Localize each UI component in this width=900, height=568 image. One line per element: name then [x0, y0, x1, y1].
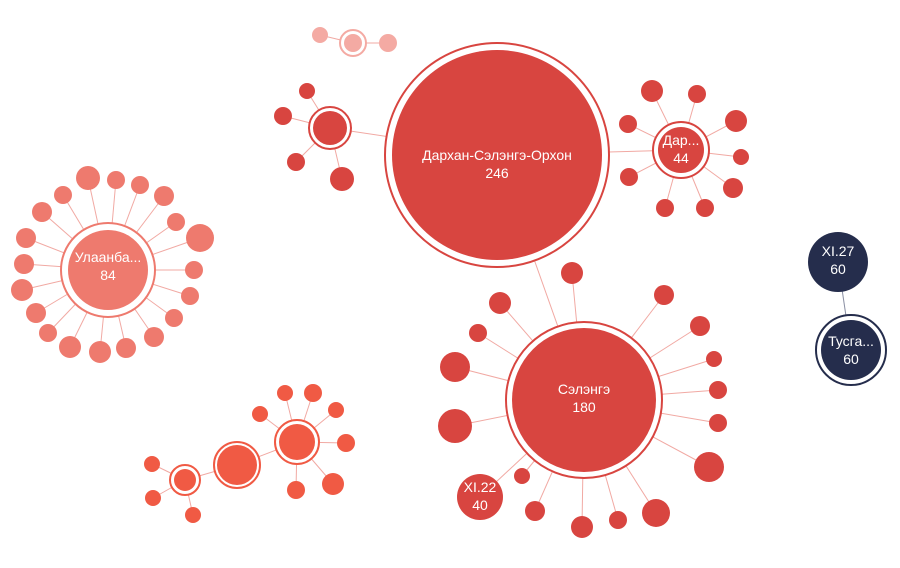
node-label-ulaanbaatar: Улаанба... — [75, 249, 142, 265]
node-label-tusga: Тусга... — [828, 333, 874, 349]
ulaanbaatar-leaf — [26, 303, 46, 323]
ulaanbaatar-leaf — [76, 166, 100, 190]
selenge-leaf — [654, 285, 674, 305]
ulaanbaatar-leaf — [181, 287, 199, 305]
chain-left-leaf — [185, 507, 201, 523]
selenge-leaf — [709, 381, 727, 399]
small-cluster-leaf — [274, 107, 292, 125]
chain-right-leaf — [252, 406, 268, 422]
dar-leaf — [620, 168, 638, 186]
node-small-top — [344, 34, 362, 52]
dar-leaf — [733, 149, 749, 165]
node-xi27 — [808, 232, 868, 292]
small-cluster-leaf — [287, 153, 305, 171]
selenge-leaf — [709, 414, 727, 432]
selenge-leaf — [571, 516, 593, 538]
dar-leaf — [696, 199, 714, 217]
ulaanbaatar-leaf — [185, 261, 203, 279]
node-ulaanbaatar — [68, 230, 148, 310]
ulaanbaatar-leaf — [186, 224, 214, 252]
node-xi22 — [457, 474, 503, 520]
chain-right-leaf — [328, 402, 344, 418]
ulaanbaatar-leaf — [39, 324, 57, 342]
dar-leaf — [723, 178, 743, 198]
node-label-selenge: Сэлэнгэ — [558, 381, 610, 397]
ulaanbaatar-leaf — [167, 213, 185, 231]
node-darkhan-selenge-orkhon — [392, 50, 602, 260]
dar-leaf — [619, 115, 637, 133]
ulaanbaatar-leaf — [116, 338, 136, 358]
ulaanbaatar-leaf — [59, 336, 81, 358]
chain-right-leaf — [277, 385, 293, 401]
node-dar — [658, 127, 704, 173]
chain-right-leaf — [304, 384, 322, 402]
node-value-dar: 44 — [673, 150, 689, 166]
ulaanbaatar-leaf — [16, 228, 36, 248]
selenge-leaf — [642, 499, 670, 527]
node-chain-right — [279, 424, 315, 460]
ulaanbaatar-leaf — [89, 341, 111, 363]
selenge-leaf — [438, 409, 472, 443]
selenge-leaf — [469, 324, 487, 342]
small-cluster-leaf — [330, 167, 354, 191]
node-selenge — [512, 328, 656, 472]
node-label-darkhan-selenge-orkhon: Дархан-Сэлэнгэ-Орхон — [422, 147, 572, 163]
ulaanbaatar-leaf — [165, 309, 183, 327]
ulaanbaatar-leaf — [144, 327, 164, 347]
ulaanbaatar-leaf — [131, 176, 149, 194]
ulaanbaatar-leaf — [54, 186, 72, 204]
node-value-tusga: 60 — [843, 351, 859, 367]
ulaanbaatar-leaf — [154, 186, 174, 206]
leaf-nodes-layer — [11, 27, 749, 538]
ulaanbaatar-leaf — [107, 171, 125, 189]
node-value-xi27: 60 — [830, 261, 846, 277]
selenge-leaf — [525, 501, 545, 521]
small-pair-leaf — [312, 27, 328, 43]
selenge-leaf — [609, 511, 627, 529]
node-value-selenge: 180 — [572, 399, 596, 415]
selenge-leaf — [694, 452, 724, 482]
ulaanbaatar-leaf — [32, 202, 52, 222]
ulaanbaatar-leaf — [11, 279, 33, 301]
selenge-leaf — [561, 262, 583, 284]
labels-layer: Дархан-Сэлэнгэ-Орхон 246 Сэлэнгэ 180 Ула… — [75, 132, 874, 513]
chain-right-leaf — [287, 481, 305, 499]
selenge-leaf — [489, 292, 511, 314]
small-cluster-leaf — [299, 83, 315, 99]
node-chain-mid — [217, 445, 257, 485]
node-tusga — [821, 320, 881, 380]
dar-leaf — [688, 85, 706, 103]
node-label-xi22: XI.22 — [464, 479, 497, 495]
chain-right-leaf — [322, 473, 344, 495]
node-value-ulaanbaatar: 84 — [100, 267, 116, 283]
node-value-darkhan-selenge-orkhon: 246 — [485, 165, 509, 181]
node-value-xi22: 40 — [472, 497, 488, 513]
dar-leaf — [725, 110, 747, 132]
dar-leaf — [641, 80, 663, 102]
hub-nodes-layer — [60, 29, 887, 520]
selenge-leaf — [440, 352, 470, 382]
small-pair-leaf — [379, 34, 397, 52]
chain-left-leaf — [145, 490, 161, 506]
node-label-dar: Дар... — [663, 132, 700, 148]
node-label-xi27: XI.27 — [822, 243, 855, 259]
ulaanbaatar-leaf — [14, 254, 34, 274]
selenge-leaf — [690, 316, 710, 336]
selenge-leaf — [514, 468, 530, 484]
selenge-leaf — [706, 351, 722, 367]
chain-right-leaf — [337, 434, 355, 452]
dar-leaf — [656, 199, 674, 217]
chain-left-leaf — [144, 456, 160, 472]
node-chain-small — [174, 469, 196, 491]
node-small-cluster — [313, 111, 347, 145]
